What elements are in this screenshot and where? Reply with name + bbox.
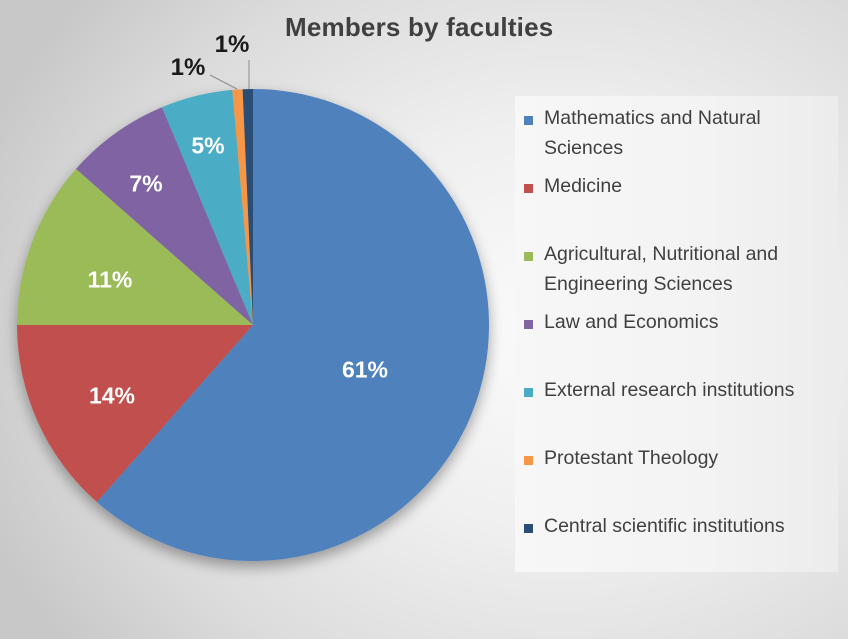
slice-label-central: 1% (214, 31, 250, 58)
legend-swatch-icon (524, 320, 533, 329)
slice-label-law: 7% (129, 170, 163, 197)
legend: Mathematics and Natural Sciences Medicin… (515, 96, 838, 572)
legend-swatch-icon (524, 388, 533, 397)
pie-slice-mathematics-and-natural-sciences (96, 89, 489, 561)
legend-swatch-icon (524, 456, 533, 465)
slice-label-agri: 11% (87, 266, 133, 293)
pie-slice-law-and-economics (75, 107, 253, 325)
slice-label-math: 61% (341, 356, 389, 383)
chart-title: Members by faculties (285, 12, 554, 42)
legend-swatch-icon (524, 252, 533, 261)
slice-label-medicine: 14% (88, 382, 136, 409)
legend-item-external: External research institutions (524, 379, 834, 405)
pie-slice-agricultural-nutritional-and-engineering-sciences (17, 168, 253, 325)
pie-slice-external-research-institutions (162, 89, 253, 325)
slice-label-external: 5% (191, 132, 225, 159)
legend-label: Protestant Theology (544, 447, 719, 469)
legend-item-agri: Agricultural, Nutritional and Engineerin… (524, 243, 834, 299)
legend-label: Agricultural, Nutritional and Engineerin… (544, 243, 779, 295)
pie-slice-protestant-theology (232, 89, 253, 325)
legend-item-central: Central scientific institutions (524, 515, 834, 541)
legend-item-math: Mathematics and Natural Sciences (524, 107, 834, 163)
legend-label: Central scientific institutions (544, 515, 785, 537)
legend-label: External research institutions (544, 379, 795, 401)
legend-swatch-icon (524, 184, 533, 193)
legend-label: Medicine (544, 175, 623, 197)
legend-swatch-icon (524, 116, 533, 125)
legend-label: Mathematics and Natural Sciences (544, 107, 761, 159)
legend-item-protestant: Protestant Theology (524, 447, 834, 473)
pie-slice-central-scientific-institutions (242, 89, 253, 325)
legend-item-medicine: Medicine (524, 175, 834, 201)
legend-swatch-icon (524, 524, 533, 533)
legend-item-law: Law and Economics (524, 311, 834, 337)
pie-slices (17, 89, 489, 561)
leader-line-protestant (209, 74, 238, 90)
pie-slice-medicine (17, 325, 253, 503)
legend-label: Law and Economics (544, 311, 719, 333)
slice-label-protestant: 1% (170, 54, 206, 81)
